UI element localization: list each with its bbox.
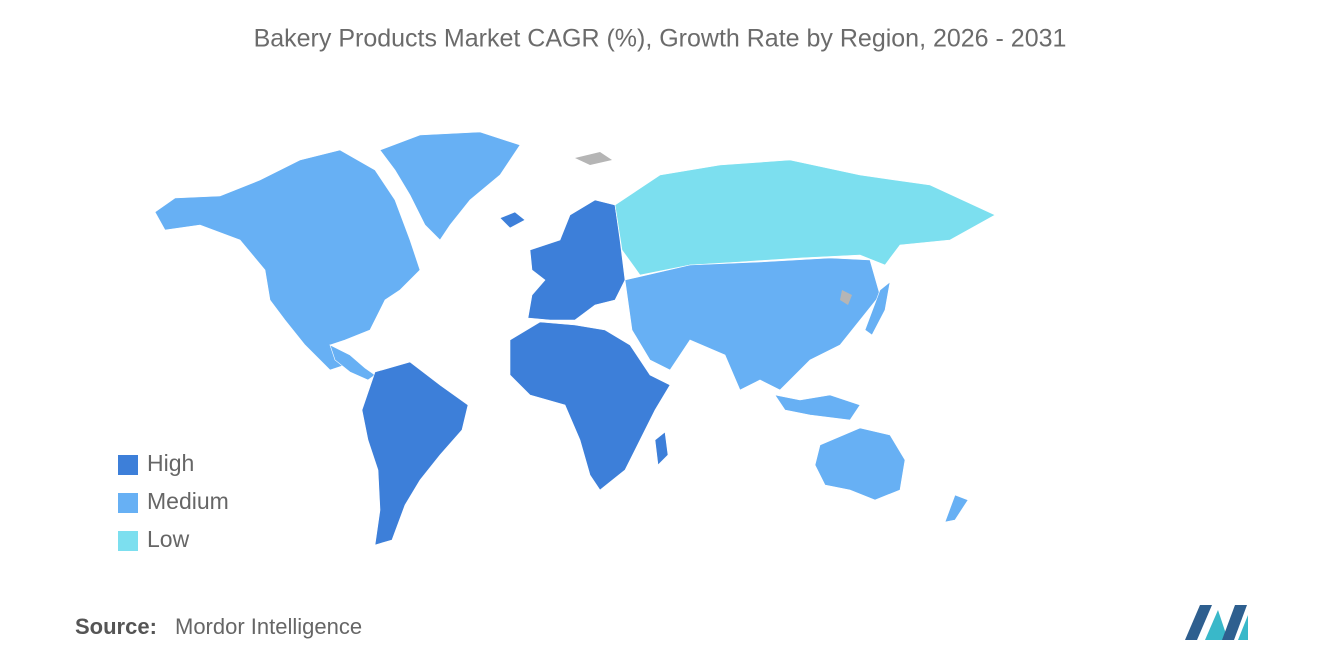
region-shape [614,159,996,276]
no-data-shape [840,290,852,305]
region-shape [527,199,626,321]
source-text: Mordor Intelligence [175,614,362,639]
source-label: Source: [75,614,157,639]
legend-label: Medium [147,488,229,514]
world-map [154,131,996,546]
legend-swatch [118,493,138,513]
no-data-shape [575,152,612,165]
legend-swatch [118,531,138,551]
legend-label: High [147,450,194,476]
region-shape [509,321,671,491]
region-shape [654,431,669,466]
region-shape [944,494,969,523]
logo [1185,605,1248,640]
region-shape [624,257,881,391]
region-shape [499,211,526,229]
legend-label: Low [147,526,190,552]
legend-swatch [118,455,138,475]
region-shape [814,427,906,501]
region-shape [329,344,376,381]
region-shape [154,149,421,371]
region-shape [361,361,469,546]
region-shape [864,281,891,336]
legend: High Medium Low [118,450,229,552]
region-shape [379,131,521,241]
title: Bakery Products Market CAGR (%), Growth … [254,25,1067,53]
region-shape [774,394,861,421]
